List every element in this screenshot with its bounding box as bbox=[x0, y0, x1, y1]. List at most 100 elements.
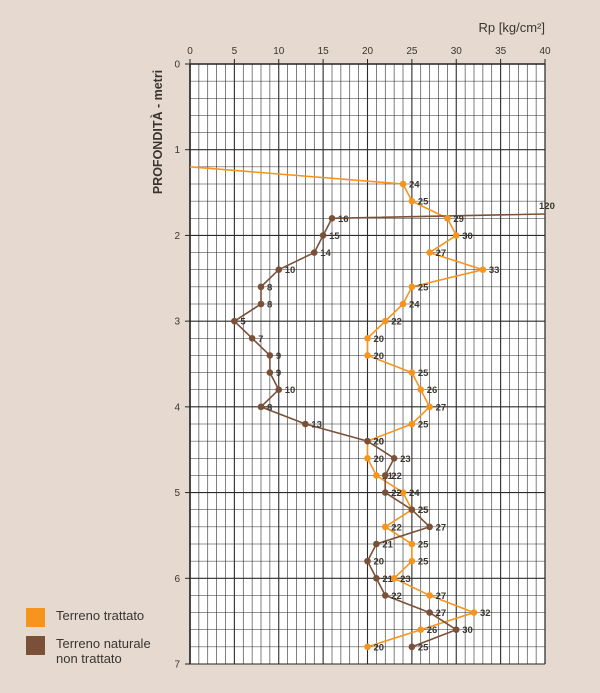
data-label: 20 bbox=[374, 557, 385, 568]
x-tick-label: 35 bbox=[495, 46, 507, 57]
data-label: 8 bbox=[267, 282, 272, 293]
data-point bbox=[408, 369, 416, 376]
data-label: 20 bbox=[374, 454, 385, 465]
data-point bbox=[408, 197, 416, 205]
data-point bbox=[426, 249, 433, 256]
data-point bbox=[390, 574, 398, 582]
data-point bbox=[257, 283, 265, 291]
data-label: 26 bbox=[427, 385, 438, 396]
data-point bbox=[373, 540, 380, 548]
data-point bbox=[426, 523, 433, 531]
data-point bbox=[364, 454, 371, 462]
data-label: 25 bbox=[418, 368, 429, 379]
data-point bbox=[231, 317, 238, 325]
data-point bbox=[381, 472, 389, 479]
data-label: 5 bbox=[240, 317, 246, 328]
x-axis-title: Rp [kg/cm²] bbox=[479, 20, 545, 35]
data-label: 20 bbox=[374, 437, 385, 448]
data-point bbox=[302, 420, 309, 428]
y-tick-label: 7 bbox=[174, 660, 180, 671]
data-label: 25 bbox=[418, 557, 429, 568]
data-point bbox=[381, 523, 389, 531]
data-label: 24 bbox=[409, 300, 420, 311]
data-label: 9 bbox=[276, 368, 281, 379]
data-point bbox=[275, 266, 283, 274]
legend-swatch-treated bbox=[26, 608, 45, 627]
data-label: 27 bbox=[436, 608, 447, 619]
data-label: 25 bbox=[418, 197, 429, 208]
data-label: 13 bbox=[311, 420, 322, 431]
x-tick-label: 40 bbox=[539, 46, 551, 57]
data-point bbox=[364, 352, 371, 359]
data-label: 10 bbox=[285, 265, 296, 276]
data-label: 25 bbox=[418, 642, 429, 653]
data-label: 15 bbox=[329, 231, 340, 242]
data-point bbox=[408, 643, 416, 651]
x-tick-label: 5 bbox=[232, 46, 238, 57]
y-tick-label: 4 bbox=[174, 402, 180, 413]
data-label: 8 bbox=[267, 300, 272, 311]
data-point bbox=[381, 489, 389, 496]
data-label: 20 bbox=[374, 334, 385, 345]
data-point bbox=[364, 643, 371, 651]
x-tick-label: 25 bbox=[406, 46, 418, 57]
data-label: 21 bbox=[382, 574, 393, 585]
x-tick-label: 30 bbox=[451, 46, 463, 57]
data-label: 27 bbox=[436, 248, 447, 259]
data-label: 25 bbox=[418, 282, 429, 293]
data-label: 120 bbox=[539, 201, 555, 212]
data-point bbox=[257, 300, 265, 308]
data-point bbox=[408, 540, 416, 548]
data-label: 27 bbox=[436, 402, 447, 413]
data-point bbox=[452, 626, 460, 634]
data-point bbox=[390, 454, 398, 462]
data-label: 30 bbox=[462, 625, 473, 636]
data-label: 25 bbox=[418, 540, 429, 551]
grid bbox=[189, 63, 546, 665]
y-tick-label: 1 bbox=[174, 145, 180, 156]
legend-label-natural-line2: non trattato bbox=[56, 651, 122, 666]
legend-label-treated: Terreno trattato bbox=[56, 608, 145, 623]
data-point bbox=[426, 592, 433, 599]
data-label: 23 bbox=[400, 574, 411, 585]
series-layer: 24 25 29 30 27 33 25 24 22 20 20 25 26 27 25 20 20 21 24 25… bbox=[189, 166, 555, 653]
x-tick-label: 10 bbox=[273, 46, 285, 57]
data-label: 10 bbox=[285, 385, 296, 396]
data-point bbox=[364, 437, 371, 445]
data-point bbox=[328, 214, 336, 222]
data-label: 20 bbox=[374, 642, 385, 653]
data-label: 24 bbox=[409, 180, 420, 191]
data-point bbox=[399, 180, 407, 188]
data-point bbox=[399, 300, 407, 308]
data-label: 24 bbox=[409, 488, 420, 499]
data-label: 9 bbox=[276, 351, 281, 362]
data-point bbox=[373, 472, 380, 479]
data-point bbox=[408, 506, 416, 514]
data-label: 8 bbox=[267, 402, 272, 413]
legend-label-natural: Terreno naturale non trattato bbox=[56, 636, 151, 666]
data-point bbox=[408, 420, 416, 428]
data-label: 26 bbox=[427, 625, 438, 636]
y-tick-label: 5 bbox=[174, 488, 180, 499]
data-label: 14 bbox=[320, 248, 331, 259]
data-label: 22 bbox=[391, 522, 402, 533]
data-point bbox=[248, 334, 256, 342]
data-point bbox=[266, 352, 274, 359]
data-point bbox=[266, 369, 274, 376]
data-point bbox=[408, 557, 416, 565]
x-tick-label: 15 bbox=[318, 46, 330, 57]
data-label: 16 bbox=[338, 214, 349, 225]
y-tick-label: 3 bbox=[174, 317, 180, 328]
data-label: 22 bbox=[391, 591, 402, 602]
data-point bbox=[444, 214, 451, 222]
x-tick-label: 20 bbox=[362, 46, 374, 57]
data-label: 22 bbox=[391, 317, 402, 328]
data-point bbox=[417, 626, 425, 634]
data-label: 27 bbox=[436, 522, 447, 533]
data-label: 20 bbox=[374, 351, 385, 362]
data-point bbox=[275, 386, 283, 394]
data-point bbox=[426, 609, 433, 616]
data-label: 33 bbox=[489, 265, 500, 276]
